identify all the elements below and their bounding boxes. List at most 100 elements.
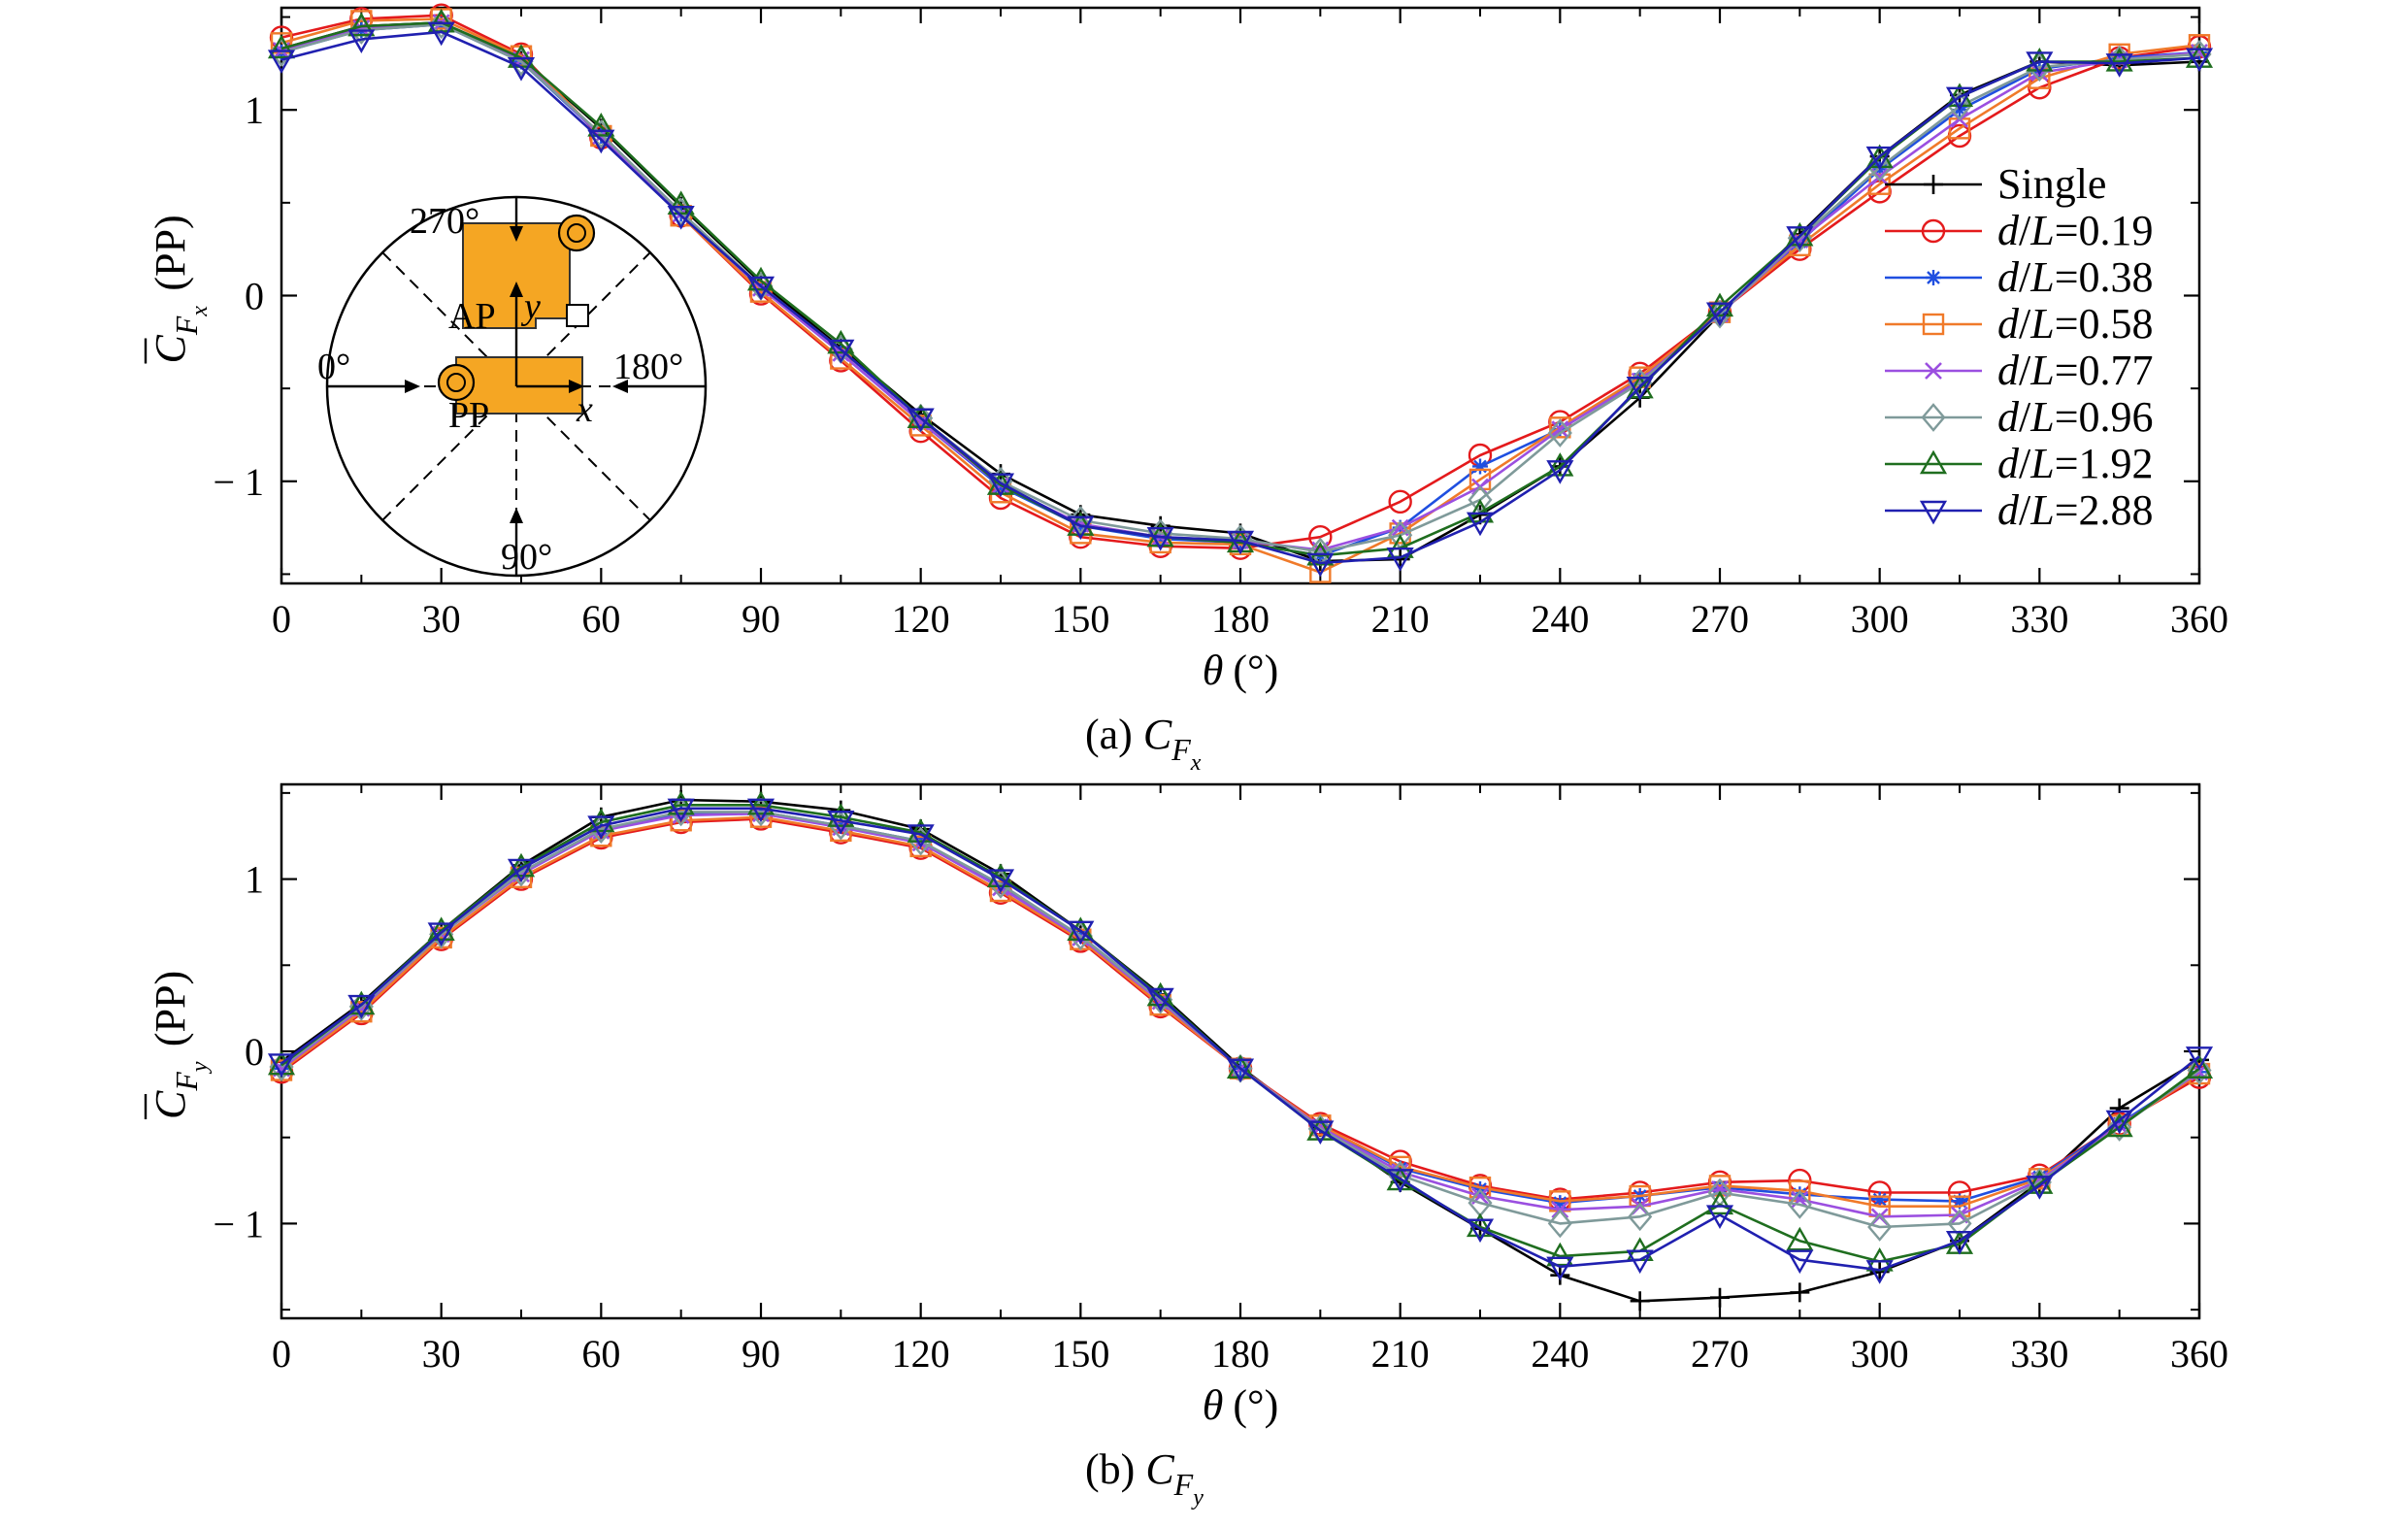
legend-label: d/L=0.77 xyxy=(1997,347,2154,394)
y-axis-label-text: CFy (PP) xyxy=(147,971,213,1119)
y-tick-label: − 1 xyxy=(213,460,264,504)
legend-label-l: L xyxy=(2029,393,2054,441)
inset-label-y: y xyxy=(520,286,541,327)
series-d-l-0-19-line xyxy=(280,817,2200,1201)
x-tick-label: 0 xyxy=(272,1332,291,1376)
legend-label-d: d xyxy=(1997,393,2020,441)
series-d-l-0-96-line xyxy=(280,811,2200,1229)
y-axis-label-text: CFx (PP) xyxy=(147,215,213,363)
x-axis-label-unit: (°) xyxy=(1233,647,1278,694)
series-d-l-2-88-point xyxy=(1466,512,1495,537)
series-d-l-1-92-point xyxy=(907,404,935,428)
legend-marker xyxy=(1925,362,1942,380)
series-d-l-0-77-line xyxy=(280,812,2200,1218)
series-d-l-1-92-point xyxy=(347,990,376,1015)
series-d-l-1-92-point xyxy=(587,808,615,833)
series-d-l-2-88-point xyxy=(746,798,775,823)
x-tick-label: 360 xyxy=(2170,1332,2228,1376)
x-tick-label: 60 xyxy=(581,597,620,641)
series-d-l-0-58-line xyxy=(280,815,2200,1208)
legend-label-slash: / xyxy=(2019,347,2031,394)
legend-label-d: d xyxy=(1997,253,2020,301)
series-d-l-2-88-point xyxy=(2185,48,2214,73)
inset-label-x: x xyxy=(576,389,593,430)
series-d-l-0-19-point xyxy=(1308,524,1333,549)
series-d-l-2-88-point xyxy=(267,50,296,74)
inset-arrowhead-270deg xyxy=(510,226,523,242)
series-single-point xyxy=(1790,1282,1810,1303)
x-tick-label: 120 xyxy=(892,597,950,641)
legend-label-slash: / xyxy=(2019,207,2031,254)
y-axis-label-text-suffix: (PP) xyxy=(147,971,194,1046)
legend-label-l: L xyxy=(2029,486,2054,534)
legend-label-l: L xyxy=(2029,440,2054,487)
series-d-l-2-88-point xyxy=(907,824,935,848)
inset-arrowhead-90deg xyxy=(510,508,523,523)
y-axis-ticks: 1 0 − 1 xyxy=(213,16,2199,576)
x-tick-label: 300 xyxy=(1851,1332,1909,1376)
series-d-l-0-19-point xyxy=(1388,489,1412,515)
inset-x-arrowhead xyxy=(569,380,584,393)
legend-marker xyxy=(1926,270,1941,285)
inset-ap-thruster-ring xyxy=(567,223,586,243)
x-tick-label: 180 xyxy=(1211,597,1270,641)
series-d-l-0-96-point xyxy=(1628,1202,1653,1232)
series-d-l-1-92-point xyxy=(1786,1226,1814,1251)
series-d-l-1-92-point xyxy=(347,12,376,37)
y-axis-label: CFx (PP) xyxy=(144,215,213,364)
panel-caption-sub: F xyxy=(1173,1467,1194,1502)
x-tick-label: 270 xyxy=(1691,597,1749,641)
series-d-l-2-88-point xyxy=(1786,226,1814,250)
x-tick-label: 330 xyxy=(2010,1332,2068,1376)
legend-marker xyxy=(1921,218,1946,244)
legend-label-value: =0.96 xyxy=(2055,393,2154,441)
series-d-l-2-88-point xyxy=(1705,302,1734,327)
series-d-l-1-92-point xyxy=(667,790,695,815)
series-d-l-0-96-point xyxy=(2187,1055,2212,1085)
series-d-l-0-96-point xyxy=(1867,1212,1893,1242)
series-d-l-0-38-point xyxy=(1792,234,1808,250)
x-tick-label: 270 xyxy=(1691,1332,1749,1376)
series-d-l-0-96-point xyxy=(429,10,454,40)
x-tick-label: 30 xyxy=(422,1332,461,1376)
series-d-l-2-88-point xyxy=(1386,548,1414,572)
series-d-l-2-88-point xyxy=(427,922,455,946)
inset-dash-diagonal xyxy=(381,251,651,521)
series-d-l-2-88-point xyxy=(1546,460,1574,484)
x-tick-label: 30 xyxy=(422,597,461,641)
legend-label-value: =1.92 xyxy=(2055,440,2154,487)
series-d-l-2-88-point xyxy=(1865,1260,1894,1284)
series-d-l-1-92-point xyxy=(2185,1054,2214,1079)
series-d-l-1-92-point xyxy=(587,113,615,137)
series-group xyxy=(267,3,2214,583)
inset-pp-thruster-ring xyxy=(446,373,466,392)
series-group xyxy=(267,789,2214,1311)
x-tick-label: 120 xyxy=(892,1332,950,1376)
series-d-l-1-92-point xyxy=(1226,1054,1255,1079)
panel-b-cfy-chart: 0 30 60 90 120 150 180 210 240 270 300 330 360 1 0 − 1 θ… xyxy=(144,782,2228,1510)
series-d-l-2-88-point xyxy=(667,206,695,230)
x-tick-label: 60 xyxy=(581,1332,620,1376)
legend-label-d: d xyxy=(1997,207,2020,254)
y-tick-label: 1 xyxy=(245,88,264,132)
x-axis-label-unit: (°) xyxy=(1233,1381,1278,1429)
series-d-l-2-88-point xyxy=(507,858,536,883)
series-d-l-2-88-point xyxy=(1067,920,1095,946)
series-d-l-2-88-point xyxy=(1226,530,1255,555)
inset-label-270deg: 270° xyxy=(410,201,479,242)
series-d-l-0-38-point xyxy=(1472,458,1488,475)
series-single-point xyxy=(1550,1265,1570,1285)
x-tick-label: 210 xyxy=(1371,1332,1430,1376)
series-d-l-2-88-point xyxy=(1146,526,1174,551)
series-d-l-2-88-point xyxy=(827,339,855,364)
legend-label-value: =0.77 xyxy=(2055,347,2154,394)
legend-label-value: =0.58 xyxy=(2055,300,2154,348)
y-tick-label: 0 xyxy=(245,275,264,318)
series-d-l-0-96-point xyxy=(1947,1209,1972,1239)
series-d-l-1-92-point xyxy=(907,818,935,843)
series-d-l-2-88-point xyxy=(907,408,935,433)
inset-ap-thruster xyxy=(557,214,596,252)
inset-label-0deg: 0° xyxy=(317,347,350,387)
x-tick-label: 0 xyxy=(272,597,291,641)
